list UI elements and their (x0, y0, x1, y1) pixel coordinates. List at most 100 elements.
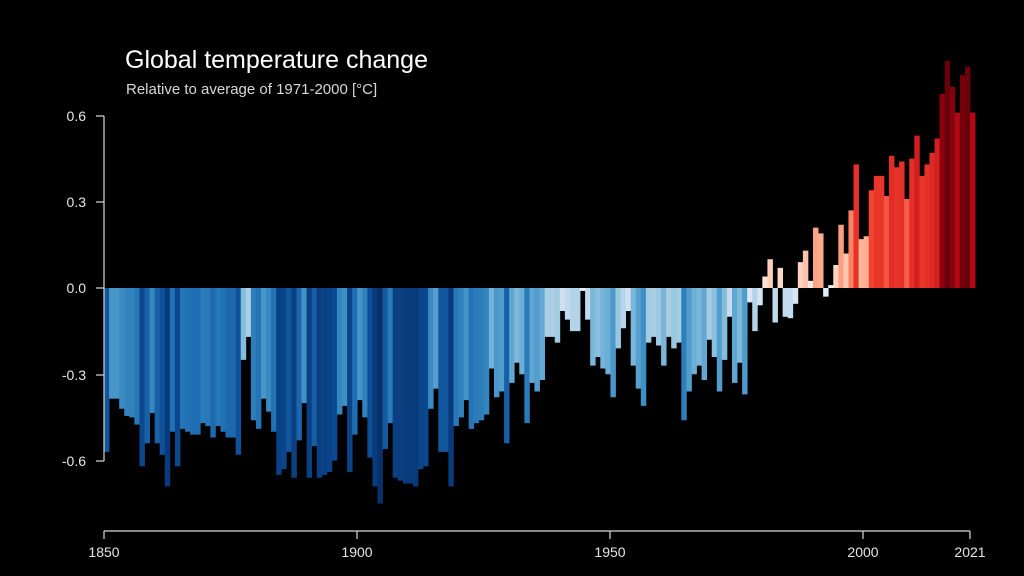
bar-1916 (438, 288, 444, 452)
bar-1913 (423, 288, 429, 467)
bar-1863 (169, 288, 176, 432)
bar-1853 (119, 288, 125, 409)
bar-1924 (478, 288, 485, 421)
bar-2011 (919, 175, 925, 289)
bar-1882 (266, 288, 272, 412)
bar-1869 (200, 288, 206, 424)
bars (104, 60, 976, 504)
bar-1987 (797, 262, 804, 289)
bar-2003 (878, 175, 885, 289)
bar-2013 (929, 152, 935, 289)
bar-1963 (676, 288, 682, 343)
bar-1939 (554, 288, 561, 343)
bar-1976 (742, 288, 748, 395)
bar-1912 (417, 288, 424, 470)
bar-1900 (357, 288, 363, 401)
bar-1871 (210, 288, 216, 438)
x-tick-label: 1950 (594, 544, 625, 560)
bar-1890 (306, 288, 313, 478)
bar-1904 (377, 288, 383, 504)
bar-1933 (524, 288, 530, 424)
y-axis: 0.6 0.3 0.0 -0.3 -0.6 (62, 108, 104, 469)
bar-1945 (585, 288, 591, 320)
bar-1959 (656, 288, 662, 346)
bar-1897 (342, 288, 348, 406)
bar-1883 (271, 288, 277, 432)
bar-1984 (782, 288, 789, 317)
bar-1879 (250, 288, 257, 421)
bar-1996 (843, 253, 849, 288)
bar-1899 (352, 288, 358, 435)
bar-1968 (701, 288, 708, 380)
bar-2018 (954, 112, 961, 289)
x-tick-label: 2000 (847, 544, 878, 560)
bar-1907 (392, 288, 399, 478)
bar-1995 (838, 224, 844, 288)
bar-1949 (605, 288, 611, 375)
bar-1997 (848, 210, 854, 289)
bar-1952 (620, 288, 627, 329)
bar-1966 (691, 288, 697, 375)
bar-2010 (914, 135, 920, 289)
y-tick-label: -0.3 (62, 367, 86, 383)
bar-1870 (205, 288, 211, 426)
bar-2012 (924, 164, 930, 289)
bar-1989 (807, 280, 814, 288)
bar-1885 (281, 288, 287, 470)
bar-1947 (595, 288, 601, 357)
bar-1905 (382, 288, 388, 449)
bar-1956 (640, 288, 647, 406)
bar-1950 (610, 288, 616, 398)
bar-1958 (650, 288, 657, 337)
chart-title: Global temperature change (125, 46, 428, 74)
x-tick-label: 2021 (954, 544, 985, 560)
bar-1918 (448, 288, 454, 487)
bar-1964 (681, 288, 687, 421)
bar-1937 (544, 288, 551, 337)
bar-1988 (802, 250, 809, 289)
bar-1854 (124, 288, 130, 416)
bar-1901 (362, 288, 368, 418)
bar-2009 (909, 158, 915, 289)
bar-1859 (149, 288, 156, 414)
bar-1914 (428, 288, 434, 409)
bar-1934 (529, 288, 535, 383)
bar-1978 (752, 288, 758, 332)
bar-1873 (220, 288, 226, 432)
bar-1909 (402, 288, 409, 484)
bar-1902 (367, 288, 373, 458)
bar-1973 (726, 288, 733, 317)
y-tick-label: -0.6 (62, 453, 86, 469)
bar-1926 (488, 288, 495, 369)
bar-1936 (539, 288, 545, 380)
bar-1910 (407, 288, 414, 484)
bar-1942 (569, 288, 576, 332)
bar-1915 (433, 288, 439, 389)
bar-2006 (894, 167, 900, 288)
bar-1931 (514, 288, 520, 363)
bar-1992 (823, 288, 829, 297)
bar-1867 (190, 288, 196, 435)
bar-1944 (580, 288, 586, 291)
bar-1993 (828, 285, 834, 289)
bar-1919 (453, 288, 459, 426)
bar-1884 (276, 288, 282, 475)
bar-2016 (944, 60, 951, 289)
bar-1858 (144, 288, 150, 444)
bar-1922 (468, 288, 475, 429)
bar-1891 (311, 288, 318, 447)
bar-1887 (291, 288, 297, 478)
bar-2017 (949, 86, 956, 288)
chart-subtitle: Relative to average of 1971-2000 [°C] (126, 81, 377, 98)
bar-1940 (559, 288, 566, 311)
bar-1875 (230, 288, 237, 438)
bar-1855 (129, 288, 135, 418)
bar-1946 (590, 288, 596, 366)
bar-1930 (509, 288, 515, 383)
bar-1943 (574, 288, 581, 332)
bar-1906 (387, 288, 394, 424)
bar-1951 (615, 288, 621, 349)
bar-1850 (104, 288, 110, 452)
bar-2021 (970, 112, 976, 289)
bar-1980 (762, 276, 768, 288)
